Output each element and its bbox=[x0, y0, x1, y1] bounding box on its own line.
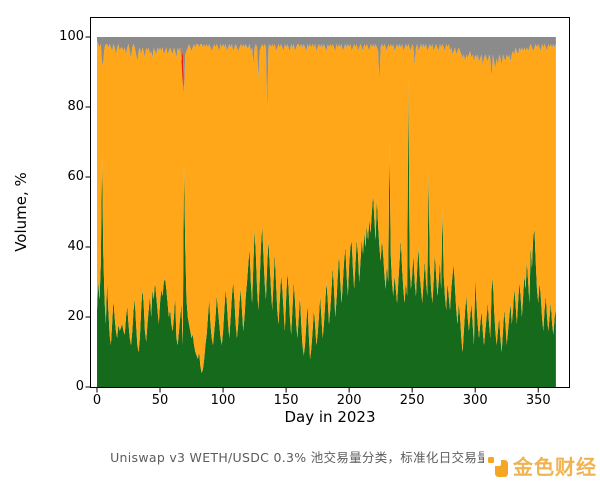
x-axis-label: Day in 2023 bbox=[284, 408, 376, 426]
x-tick-label: 250 bbox=[399, 393, 425, 408]
orange-area bbox=[97, 40, 556, 373]
x-tick-label: 50 bbox=[151, 393, 169, 408]
plot-border bbox=[90, 17, 570, 388]
y-axis-label: Volume, % bbox=[12, 172, 30, 252]
y-tick-label: 40 bbox=[67, 239, 84, 254]
chart-caption: Uniswap v3 WETH/USDC 0.3% 池交易量分类，标准化日交易量 bbox=[110, 450, 490, 465]
y-tick-label: 100 bbox=[59, 29, 84, 44]
y-tick-label: 60 bbox=[67, 169, 84, 184]
gray-area bbox=[97, 37, 556, 111]
x-tick-label: 200 bbox=[336, 393, 362, 408]
site-logo: 金色财经 bbox=[484, 451, 600, 480]
site-logo-text: 金色财经 bbox=[513, 455, 597, 479]
y-tick-label: 20 bbox=[67, 309, 84, 324]
y-tick-label: 80 bbox=[67, 99, 84, 114]
red-area bbox=[181, 47, 184, 93]
plot-area bbox=[85, 17, 570, 393]
x-tick-label: 300 bbox=[462, 393, 488, 408]
x-tick-label: 350 bbox=[525, 393, 551, 408]
x-tick-label: 0 bbox=[92, 393, 102, 408]
green-area bbox=[97, 79, 556, 387]
x-tick-label: 150 bbox=[273, 393, 299, 408]
golden-finance-logo-icon bbox=[488, 454, 508, 477]
x-tick-label: 100 bbox=[210, 393, 236, 408]
y-tick-label: 0 bbox=[75, 379, 84, 394]
